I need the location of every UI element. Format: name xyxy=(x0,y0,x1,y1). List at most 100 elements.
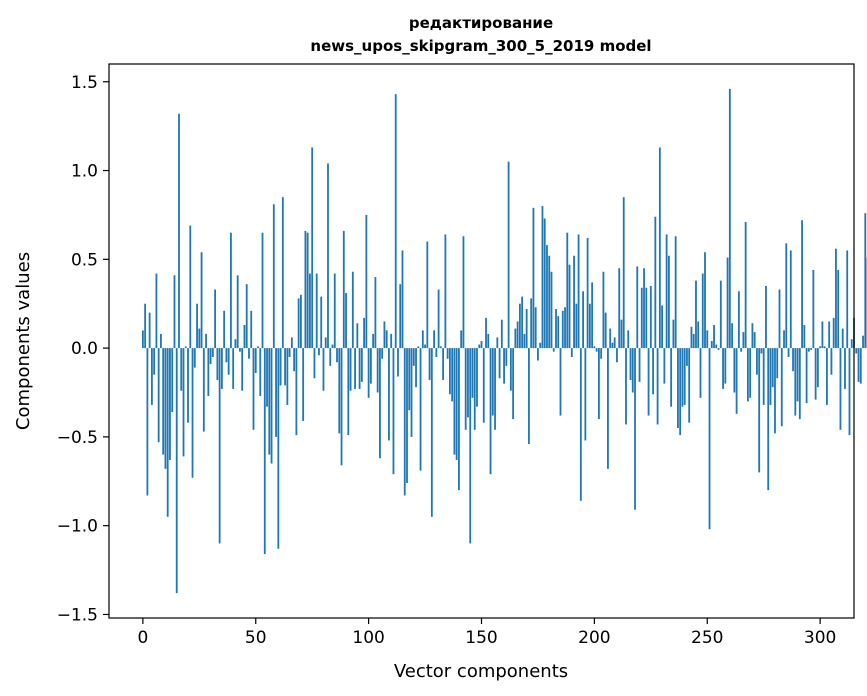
bar-133 xyxy=(442,348,445,381)
bar-279 xyxy=(771,348,774,388)
bar-282 xyxy=(778,289,781,349)
bar-254 xyxy=(715,344,718,349)
bar-262 xyxy=(733,348,736,393)
bar-234 xyxy=(670,348,673,407)
bar-52 xyxy=(259,348,262,397)
bar-158 xyxy=(498,348,501,379)
bar-298 xyxy=(814,348,817,400)
bar-211 xyxy=(618,268,621,349)
bar-197 xyxy=(586,238,589,349)
bar-287 xyxy=(789,250,792,349)
bar-62 xyxy=(281,197,284,349)
bar-132 xyxy=(439,346,442,349)
bar-243 xyxy=(690,326,693,349)
bar-186 xyxy=(561,310,564,349)
bar-series xyxy=(141,88,867,594)
bar-5 xyxy=(153,348,156,375)
bar-299 xyxy=(816,348,819,388)
bar-150 xyxy=(480,341,483,349)
bar-300 xyxy=(819,346,822,349)
bar-291 xyxy=(798,348,801,420)
bar-222 xyxy=(643,268,645,349)
bar-176 xyxy=(539,342,542,349)
bar-288 xyxy=(792,348,794,372)
bar-160 xyxy=(503,348,505,384)
bar-161 xyxy=(505,348,508,366)
bar-131 xyxy=(437,289,440,349)
bar-46 xyxy=(245,284,248,349)
bar-59 xyxy=(275,348,277,437)
bar-247 xyxy=(699,348,702,398)
bar-119 xyxy=(410,348,413,437)
bar-195 xyxy=(582,291,584,349)
bar-268 xyxy=(746,348,749,402)
bar-227 xyxy=(654,216,657,349)
bar-34 xyxy=(218,348,221,544)
bar-95 xyxy=(356,323,359,349)
bar-164 xyxy=(512,348,515,420)
bar-75 xyxy=(311,147,314,349)
bar-265 xyxy=(740,348,743,352)
bar-97 xyxy=(360,348,363,382)
bar-39 xyxy=(230,232,232,349)
bar-217 xyxy=(631,348,634,393)
bar-250 xyxy=(706,330,709,349)
bar-239 xyxy=(681,348,684,407)
bar-205 xyxy=(604,312,607,349)
bar-312 xyxy=(846,250,849,349)
bar-169 xyxy=(523,333,526,349)
bar-25 xyxy=(198,328,201,349)
bar-277 xyxy=(767,348,770,491)
bar-55 xyxy=(266,348,268,407)
bar-49 xyxy=(252,348,255,430)
bar-16 xyxy=(178,113,180,349)
bar-162 xyxy=(507,161,510,349)
bar-112 xyxy=(394,94,397,349)
bar-63 xyxy=(284,348,286,386)
y-axis-label: Components values xyxy=(13,252,34,430)
bar-292 xyxy=(801,220,803,349)
bar-38 xyxy=(227,348,230,375)
bar-134 xyxy=(444,234,447,349)
bar-267 xyxy=(744,222,747,349)
bar-248 xyxy=(701,273,704,349)
bar-121 xyxy=(415,348,417,388)
bar-320 xyxy=(864,213,867,349)
bar-106 xyxy=(381,348,384,359)
bar-314 xyxy=(850,339,853,349)
bar-235 xyxy=(672,319,675,349)
x-tick-label-300: 300 xyxy=(804,628,836,648)
bar-118 xyxy=(408,348,411,411)
bar-18 xyxy=(182,348,185,457)
bar-215 xyxy=(627,330,630,349)
bar-58 xyxy=(272,204,275,349)
bar-103 xyxy=(374,277,377,349)
bar-86 xyxy=(336,348,338,363)
bar-309 xyxy=(839,348,842,430)
bar-318 xyxy=(859,348,862,384)
x-axis-ticks: 0 50 100 150 200 250 300 xyxy=(137,618,836,648)
bar-286 xyxy=(787,348,790,357)
bar-45 xyxy=(243,325,246,349)
bar-116 xyxy=(403,348,406,496)
bar-273 xyxy=(758,348,761,473)
bar-98 xyxy=(363,317,366,349)
bar-258 xyxy=(724,348,727,384)
bar-74 xyxy=(309,273,311,349)
bar-261 xyxy=(731,323,733,349)
bar-316 xyxy=(855,348,858,354)
bar-212 xyxy=(620,319,623,349)
bar-305 xyxy=(830,348,833,375)
bar-30 xyxy=(209,348,212,365)
bar-281 xyxy=(776,348,779,379)
bar-252 xyxy=(710,341,713,349)
bar-210 xyxy=(616,348,618,363)
bar-208 xyxy=(611,342,614,349)
bar-178 xyxy=(543,218,546,349)
bar-177 xyxy=(541,206,544,349)
bar-54 xyxy=(263,348,266,555)
bar-51 xyxy=(257,346,259,349)
bar-171 xyxy=(528,348,530,444)
bar-96 xyxy=(358,348,361,389)
